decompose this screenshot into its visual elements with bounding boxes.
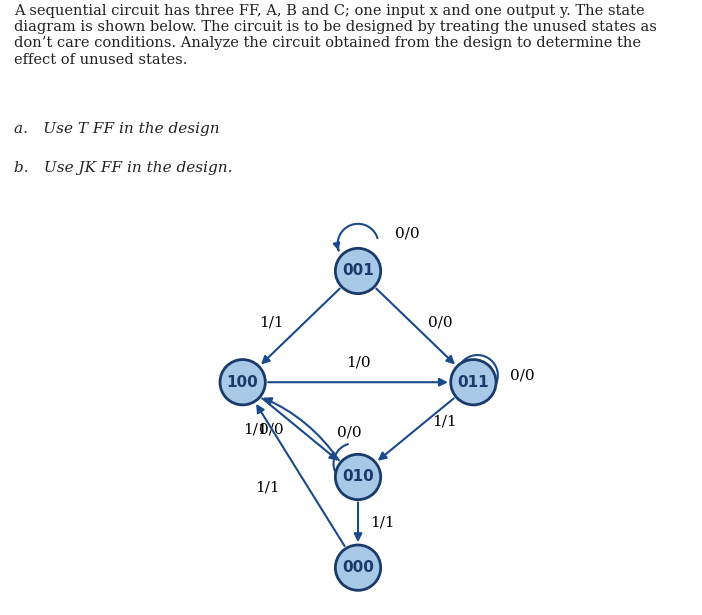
- Text: 1/1: 1/1: [243, 423, 267, 437]
- Text: b. Use JK FF in the design.: b. Use JK FF in the design.: [14, 161, 232, 175]
- Text: 0/0: 0/0: [510, 368, 535, 383]
- Circle shape: [336, 545, 380, 590]
- Text: 0/0: 0/0: [259, 423, 284, 437]
- Circle shape: [220, 360, 265, 405]
- Text: 001: 001: [342, 263, 374, 279]
- Text: 1/1: 1/1: [371, 515, 395, 530]
- Text: 0/0: 0/0: [428, 315, 453, 330]
- Text: 011: 011: [458, 375, 489, 390]
- Text: 100: 100: [227, 375, 258, 390]
- Text: 000: 000: [342, 560, 374, 575]
- Circle shape: [451, 360, 496, 405]
- Text: 1/1: 1/1: [255, 480, 279, 494]
- Circle shape: [336, 454, 380, 499]
- Text: 0/0: 0/0: [395, 227, 420, 241]
- Text: 1/1: 1/1: [432, 415, 457, 429]
- Text: A sequential circuit has three FF, A, B and C; one input x and one output y. The: A sequential circuit has three FF, A, B …: [14, 4, 657, 66]
- Text: 0/0: 0/0: [338, 425, 362, 439]
- Text: 010: 010: [342, 469, 374, 485]
- Text: a. Use T FF in the design: a. Use T FF in the design: [14, 122, 220, 136]
- Text: 1/0: 1/0: [345, 356, 371, 370]
- Circle shape: [336, 248, 380, 293]
- Text: 1/1: 1/1: [259, 315, 284, 330]
